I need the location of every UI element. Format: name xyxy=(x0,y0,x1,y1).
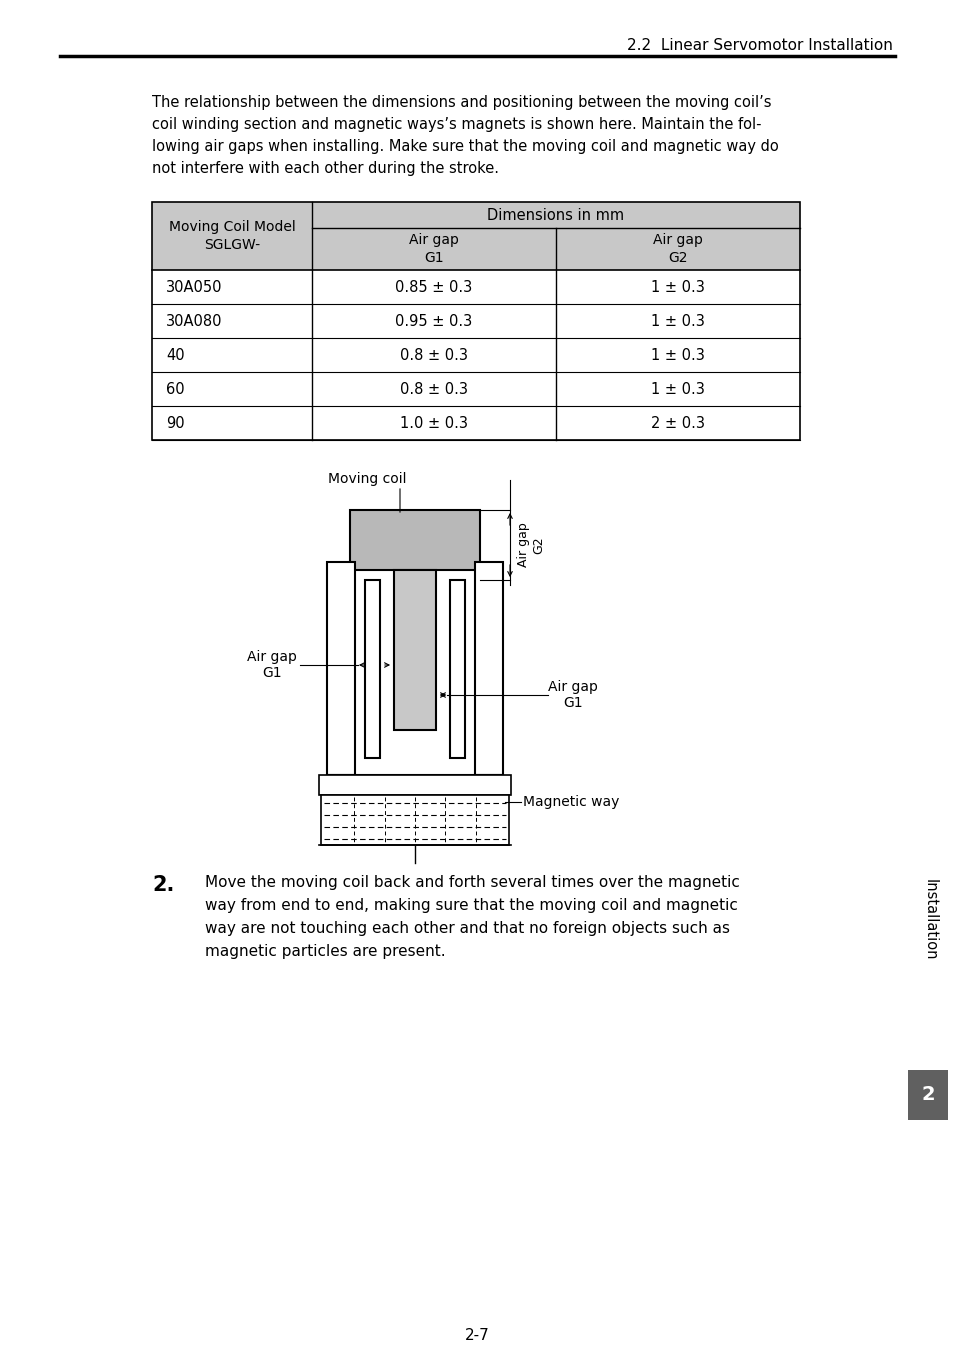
Text: Magnetic way: Magnetic way xyxy=(522,795,618,808)
Text: not interfere with each other during the stroke.: not interfere with each other during the… xyxy=(152,161,498,176)
Text: 2 ± 0.3: 2 ± 0.3 xyxy=(650,415,704,430)
Bar xyxy=(450,580,464,758)
Bar xyxy=(907,1069,947,1119)
Text: 1 ± 0.3: 1 ± 0.3 xyxy=(650,381,704,396)
Text: Moving coil: Moving coil xyxy=(328,472,407,485)
Text: Dimensions in mm: Dimensions in mm xyxy=(487,207,624,223)
Text: 2.2  Linear Servomotor Installation: 2.2 Linear Servomotor Installation xyxy=(626,38,892,53)
Bar xyxy=(152,201,800,270)
Text: 60: 60 xyxy=(166,381,185,396)
Text: The relationship between the dimensions and positioning between the moving coil’: The relationship between the dimensions … xyxy=(152,95,771,110)
Text: 2: 2 xyxy=(921,1086,934,1105)
Text: way from end to end, making sure that the moving coil and magnetic: way from end to end, making sure that th… xyxy=(205,898,737,913)
Text: 30A080: 30A080 xyxy=(166,314,222,329)
Text: magnetic particles are present.: magnetic particles are present. xyxy=(205,944,445,959)
Bar xyxy=(327,562,355,775)
Text: 40: 40 xyxy=(166,347,185,362)
Text: Move the moving coil back and forth several times over the magnetic: Move the moving coil back and forth seve… xyxy=(205,875,740,890)
Text: Air gap
G2: Air gap G2 xyxy=(517,523,544,568)
Text: 0.85 ± 0.3: 0.85 ± 0.3 xyxy=(395,280,472,295)
Text: way are not touching each other and that no foreign objects such as: way are not touching each other and that… xyxy=(205,921,729,936)
Text: 1 ± 0.3: 1 ± 0.3 xyxy=(650,280,704,295)
Text: Air gap
G1: Air gap G1 xyxy=(247,650,296,680)
Text: 1 ± 0.3: 1 ± 0.3 xyxy=(650,347,704,362)
Text: 90: 90 xyxy=(166,415,185,430)
Text: 30A050: 30A050 xyxy=(166,280,222,295)
Bar xyxy=(365,580,379,758)
Bar xyxy=(394,571,436,730)
Bar xyxy=(320,795,509,845)
Text: lowing air gaps when installing. Make sure that the moving coil and magnetic way: lowing air gaps when installing. Make su… xyxy=(152,139,778,154)
Text: 0.95 ± 0.3: 0.95 ± 0.3 xyxy=(395,314,472,329)
Text: 0.8 ± 0.3: 0.8 ± 0.3 xyxy=(399,381,468,396)
Text: Air gap
G1: Air gap G1 xyxy=(547,680,598,710)
Text: 0.8 ± 0.3: 0.8 ± 0.3 xyxy=(399,347,468,362)
Text: Moving Coil Model
SGLGW-: Moving Coil Model SGLGW- xyxy=(169,220,295,253)
Text: 1.0 ± 0.3: 1.0 ± 0.3 xyxy=(399,415,468,430)
Text: Air gap
G2: Air gap G2 xyxy=(653,233,702,265)
Text: Air gap
G1: Air gap G1 xyxy=(409,233,458,265)
Bar xyxy=(911,830,947,1010)
Text: Installation: Installation xyxy=(922,879,937,961)
Bar xyxy=(350,510,479,571)
Text: 2.: 2. xyxy=(152,875,174,895)
Text: coil winding section and magnetic ways’s magnets is shown here. Maintain the fol: coil winding section and magnetic ways’s… xyxy=(152,118,760,132)
Bar xyxy=(475,562,502,775)
Bar xyxy=(327,775,502,790)
Text: 2-7: 2-7 xyxy=(464,1328,489,1343)
Bar xyxy=(152,201,800,439)
Text: 1 ± 0.3: 1 ± 0.3 xyxy=(650,314,704,329)
Bar xyxy=(318,775,511,795)
